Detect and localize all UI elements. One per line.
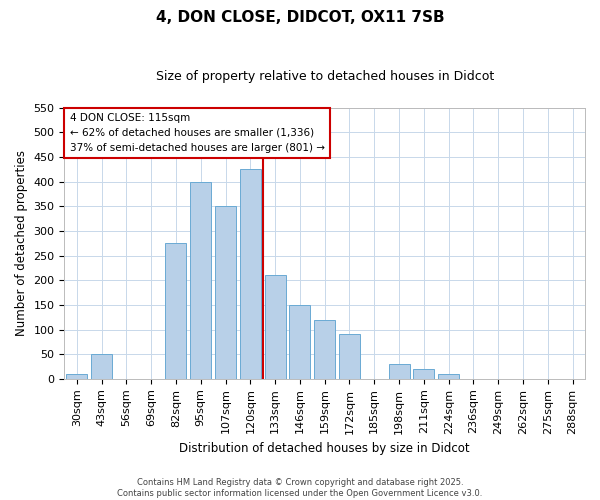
Bar xyxy=(166,244,187,379)
Bar xyxy=(438,374,459,379)
Text: Contains HM Land Registry data © Crown copyright and database right 2025.
Contai: Contains HM Land Registry data © Crown c… xyxy=(118,478,482,498)
Text: 4, DON CLOSE, DIDCOT, OX11 7SB: 4, DON CLOSE, DIDCOT, OX11 7SB xyxy=(155,10,445,25)
Title: Size of property relative to detached houses in Didcot: Size of property relative to detached ho… xyxy=(155,70,494,83)
Bar xyxy=(240,170,261,379)
Text: 4 DON CLOSE: 115sqm
← 62% of detached houses are smaller (1,336)
37% of semi-det: 4 DON CLOSE: 115sqm ← 62% of detached ho… xyxy=(70,113,325,153)
Y-axis label: Number of detached properties: Number of detached properties xyxy=(15,150,28,336)
Bar xyxy=(389,364,410,379)
Bar xyxy=(91,354,112,379)
Bar xyxy=(413,369,434,379)
Bar xyxy=(190,182,211,379)
Bar xyxy=(289,305,310,379)
Bar xyxy=(339,334,360,379)
Bar xyxy=(66,374,88,379)
X-axis label: Distribution of detached houses by size in Didcot: Distribution of detached houses by size … xyxy=(179,442,470,455)
Bar xyxy=(314,320,335,379)
Bar xyxy=(215,206,236,379)
Bar xyxy=(265,276,286,379)
